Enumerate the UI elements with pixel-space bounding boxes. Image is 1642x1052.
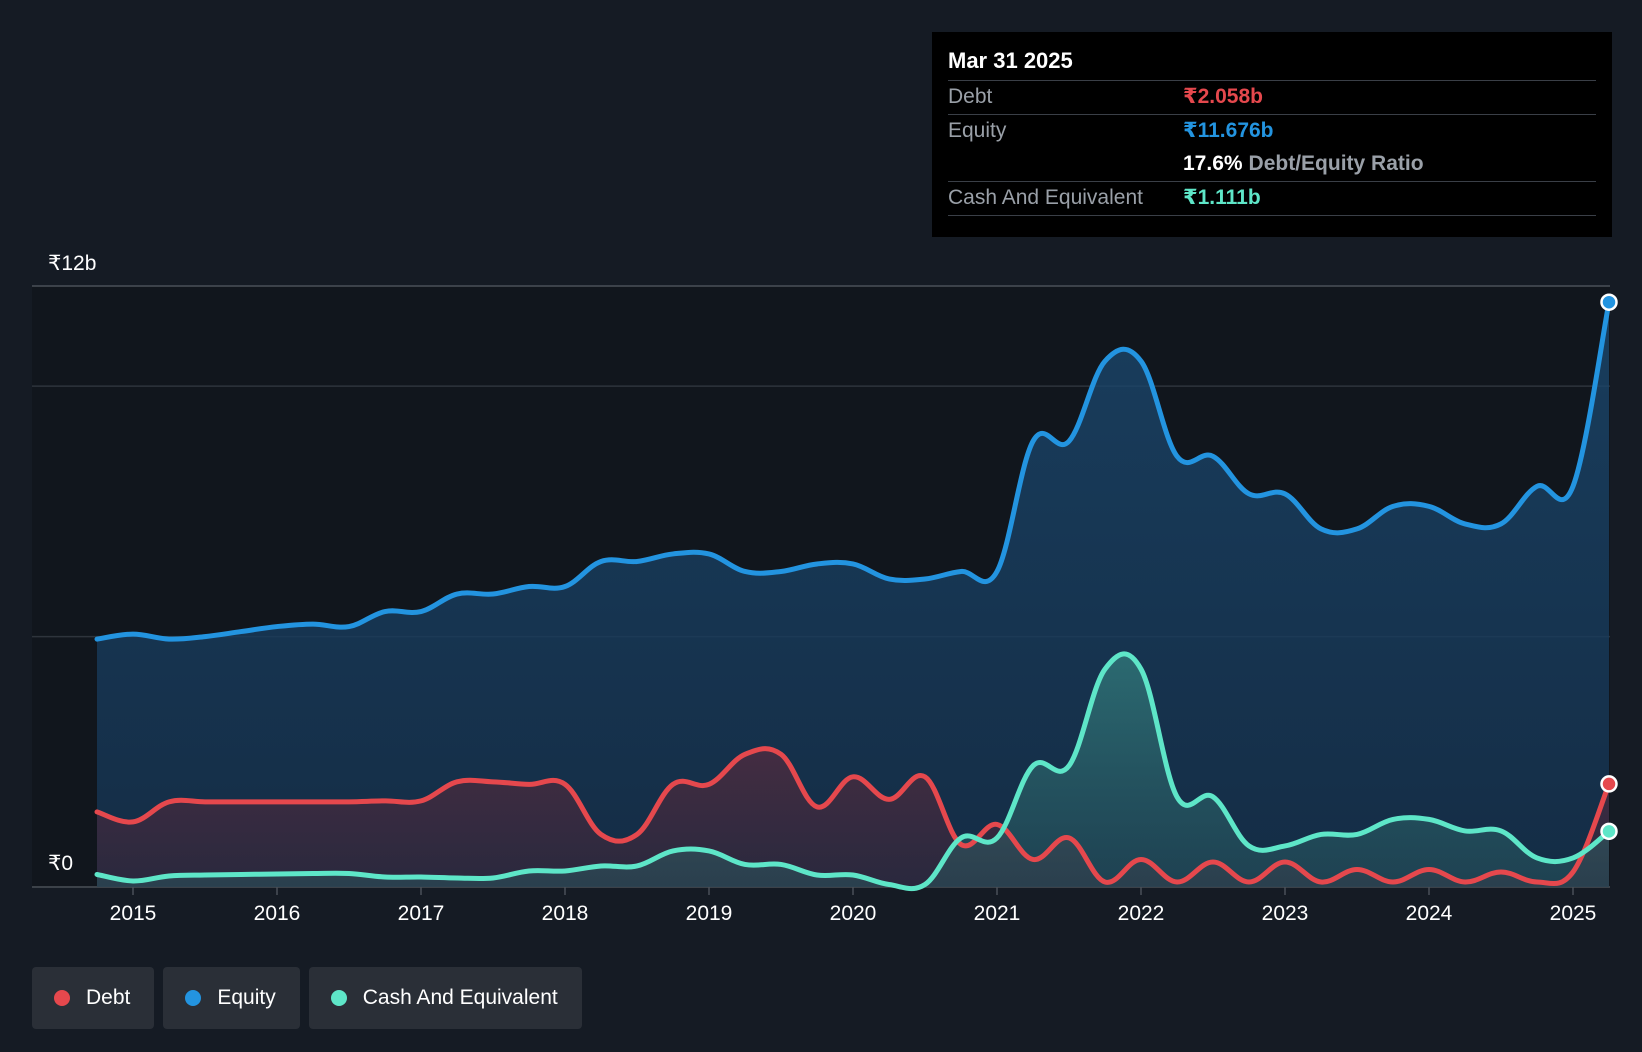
tooltip-equity-row: Equity ₹11.676b bbox=[948, 114, 1596, 148]
equity-end-point bbox=[1600, 293, 1618, 311]
tooltip-cash-value: ₹1.111b bbox=[1183, 186, 1261, 209]
cash-dot-icon bbox=[330, 990, 347, 1006]
debt-end-point bbox=[1600, 775, 1618, 793]
legend-label-cash: Cash And Equivalent bbox=[362, 986, 558, 1009]
tooltip-date: Mar 31 2025 bbox=[948, 48, 1073, 73]
x-tick-label: 2015 bbox=[110, 902, 157, 925]
debt-line bbox=[94, 746, 1612, 887]
equity-line bbox=[94, 299, 1612, 642]
tooltip-equity-label: Equity bbox=[948, 119, 1007, 142]
tooltip-cash-row: Cash And Equivalent ₹1.111b bbox=[948, 181, 1596, 216]
tooltip-equity-value: ₹11.676b bbox=[1183, 119, 1274, 142]
x-tick-label: 2020 bbox=[830, 902, 877, 925]
x-tick-label: 2024 bbox=[1406, 902, 1453, 925]
series-areas bbox=[97, 302, 1609, 889]
x-tick-label: 2019 bbox=[686, 902, 733, 925]
tooltip-ratio-value: 17.6% bbox=[1183, 152, 1243, 175]
x-tick-label: 2022 bbox=[1118, 902, 1165, 925]
tooltip-cash-label: Cash And Equivalent bbox=[948, 186, 1143, 209]
tooltip-panel: Mar 31 2025 Debt ₹2.058b Equity ₹11.676b… bbox=[932, 32, 1612, 237]
tooltip-ratio-row: 17.6% Debt/Equity Ratio bbox=[948, 148, 1596, 181]
debt-area bbox=[97, 748, 1609, 887]
x-tick-label: 2018 bbox=[542, 902, 589, 925]
tooltip-debt-row: Debt ₹2.058b bbox=[948, 80, 1596, 114]
legend-label-debt: Debt bbox=[86, 986, 131, 1009]
cash-and-equivalent-area bbox=[97, 653, 1609, 889]
legend-item-equity[interactable]: Equity bbox=[163, 967, 300, 1029]
equity-area bbox=[97, 302, 1609, 887]
x-tick-label: 2016 bbox=[254, 902, 301, 925]
legend-item-cash[interactable]: Cash And Equivalent bbox=[308, 967, 582, 1029]
series-lines bbox=[94, 299, 1612, 892]
cash-and-equivalent-line bbox=[94, 651, 1612, 892]
y-axis-bottom-label: ₹0 bbox=[48, 852, 73, 875]
legend: Debt Equity Cash And Equivalent bbox=[32, 967, 582, 1029]
legend-label-equity: Equity bbox=[217, 986, 276, 1009]
x-tick-label: 2025 bbox=[1550, 902, 1597, 925]
x-tick-label: 2023 bbox=[1262, 902, 1309, 925]
x-axis-ticks: 2015 2016 2017 2018 2019 2020 2021 2022 2023 2024… bbox=[110, 887, 1597, 925]
legend-item-debt[interactable]: Debt bbox=[32, 967, 155, 1029]
tooltip-ratio-label: Debt/Equity Ratio bbox=[1248, 152, 1424, 175]
debt-dot-icon bbox=[54, 990, 70, 1006]
series-end-markers bbox=[1600, 293, 1618, 841]
tooltip-debt-label: Debt bbox=[948, 85, 993, 108]
x-tick-label: 2021 bbox=[974, 902, 1021, 925]
x-tick-label: 2017 bbox=[398, 902, 445, 925]
equity-dot-icon bbox=[185, 990, 202, 1006]
tooltip-debt-value: ₹2.058b bbox=[1183, 85, 1263, 108]
y-axis-top-label: ₹12b bbox=[48, 252, 96, 275]
cash-and-equivalent-end-point bbox=[1600, 822, 1618, 841]
